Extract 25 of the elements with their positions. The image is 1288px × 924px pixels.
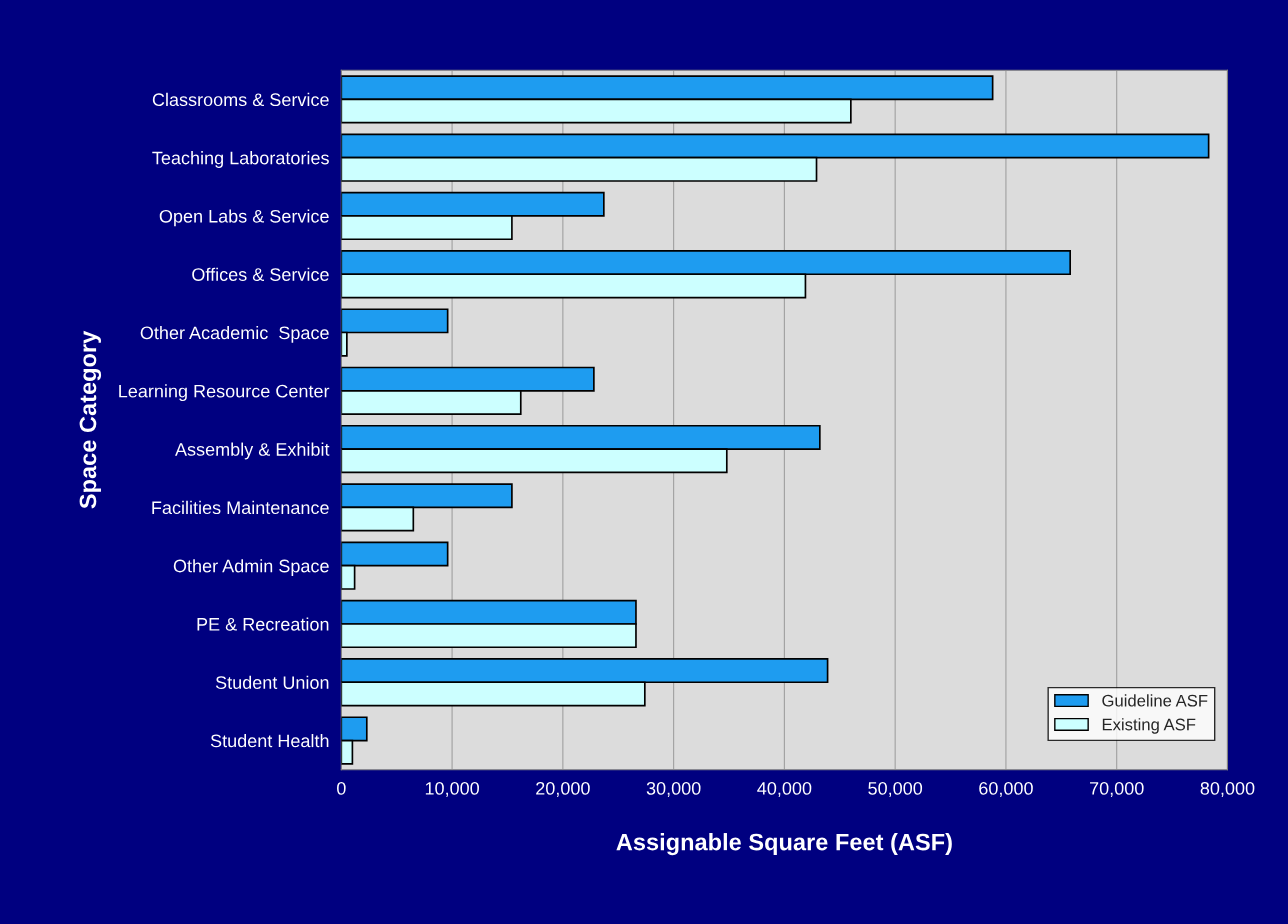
y-tick-label: PE & Recreation <box>197 617 329 631</box>
y-tick-label: Student Union <box>215 675 329 689</box>
legend-label: Existing ASF <box>1102 718 1196 734</box>
y-tick-label: Assembly & Exhibit <box>175 442 330 460</box>
x-tick-label: 40,000 <box>757 781 812 797</box>
x-tick-label: 60,000 <box>979 781 1033 797</box>
x-tick-label: 80,000 <box>1200 781 1255 797</box>
legend-label: Guideline ASF <box>1102 694 1208 707</box>
y-tick-label: Offices & Service <box>192 267 329 281</box>
y-tick-label: Classrooms & Service <box>152 92 329 107</box>
x-tick-label: 50,000 <box>868 781 923 797</box>
y-tick-label: Teaching Laboratories <box>152 151 329 168</box>
x-tick-label: 30,000 <box>646 781 701 797</box>
y-tick-label: Open Labs & Service <box>159 209 329 227</box>
x-tick-label: 70,000 <box>1090 781 1144 797</box>
x-tick-label: 0 <box>337 781 346 795</box>
y-tick-label: Facilities Maintenance <box>152 500 329 515</box>
x-tick-label: 10,000 <box>425 781 479 797</box>
y-tick-label: Student Health <box>210 734 329 748</box>
y-tick-label: Other Academic Space <box>140 325 329 343</box>
y-tick-label: Learning Resource Center <box>119 384 330 402</box>
y-tick-label: Other Admin Space <box>173 559 329 576</box>
x-axis-title: Assignable Square Feet (ASF) <box>616 833 952 856</box>
x-tick-label: 20,000 <box>536 781 590 797</box>
y-axis-title: Space Category <box>79 330 102 509</box>
